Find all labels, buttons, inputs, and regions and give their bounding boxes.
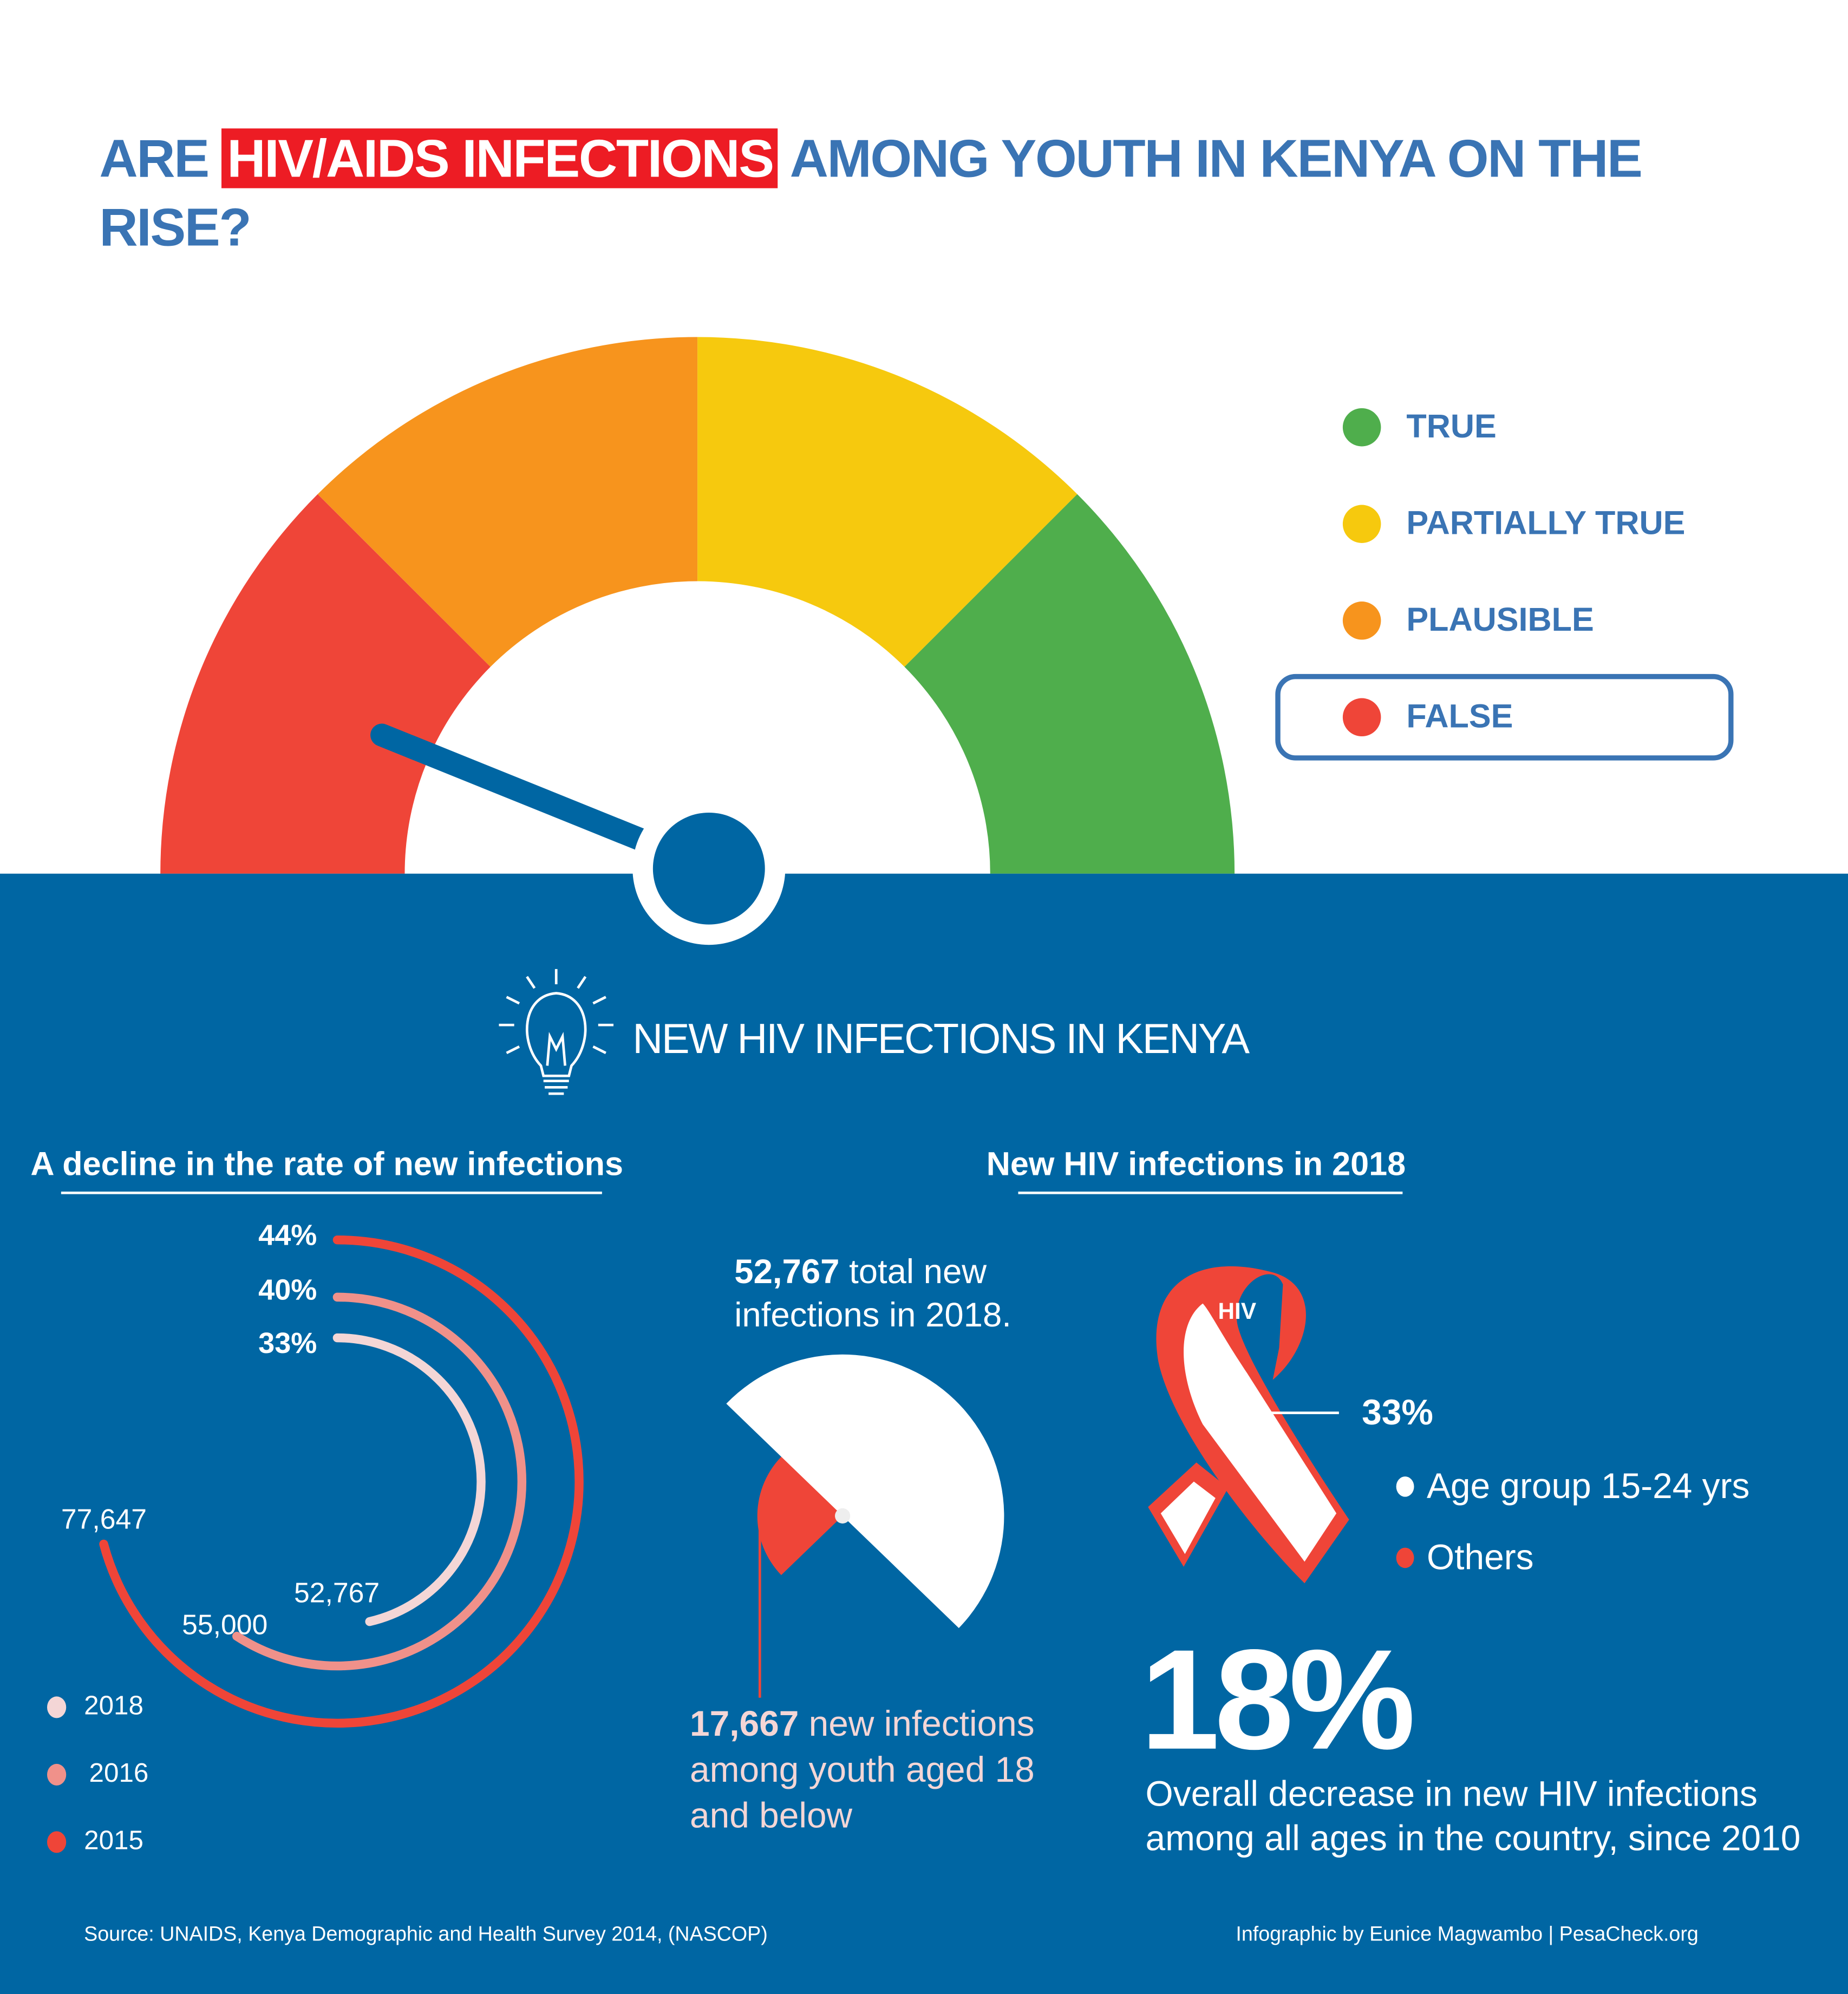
gauge-segment-partially-true (697, 337, 1078, 667)
arc-2016 (232, 1292, 526, 1671)
title-highlight: HIV/AIDS INFECTIONS (221, 128, 779, 188)
value-2016: 55,000 (182, 1609, 268, 1641)
decline-heading: A decline in the rate of new infections (30, 1145, 624, 1183)
dot-icon (47, 1696, 67, 1718)
overall-percent: 18% (1140, 1620, 1415, 1780)
page-title: ARE HIV/AIDS INFECTIONS AMONG YOUTH IN K… (99, 128, 1643, 257)
pie-slice-others (726, 1354, 1004, 1629)
legend-partially-true: PARTIALLY TRUE (1342, 504, 1685, 543)
source-text: Source: UNAIDS, Kenya Demographic and He… (84, 1924, 768, 1946)
arc-2015 (99, 1235, 584, 1728)
credit-text: Infographic by Eunice Magwambo | PesaChe… (1236, 1924, 1699, 1946)
dot-icon (47, 1830, 67, 1853)
gauge-segment-true (904, 494, 1235, 874)
infections-2018-underline (1018, 1191, 1403, 1194)
legend-age-group: Age group 15-24 yrs (1396, 1466, 1749, 1507)
legend-false: FALSE (1342, 697, 1513, 736)
decline-underline (61, 1191, 602, 1194)
infections-2018-heading: New HIV infections in 2018 (986, 1145, 1406, 1183)
selected-verdict-box (1275, 674, 1734, 761)
percent-2018: 33% (258, 1326, 317, 1359)
ribbon-percent: 33% (1362, 1392, 1433, 1432)
pie-center (834, 1508, 851, 1524)
year-legend-2016: 2016 (47, 1759, 148, 1789)
orange-dot-icon (1342, 600, 1381, 639)
value-2015: 77,647 (61, 1503, 147, 1535)
hiv-ribbon-icon: HIV (1148, 1266, 1349, 1584)
legend-others: Others (1396, 1538, 1534, 1578)
percent-2016: 40% (258, 1273, 317, 1306)
percent-2015: 44% (258, 1218, 317, 1252)
year-legend-2018: 2018 (47, 1691, 143, 1722)
ribbon-label: HIV (1218, 1298, 1257, 1324)
legend-true: TRUE (1342, 407, 1497, 447)
dot-icon (47, 1763, 67, 1785)
green-dot-icon (1342, 407, 1381, 446)
white-dot-icon (1396, 1476, 1414, 1497)
yellow-dot-icon (1342, 504, 1381, 542)
red-dot-icon (1342, 697, 1381, 736)
value-2018: 52,767 (293, 1577, 380, 1609)
overall-text: Overall decrease in new HIV infections a… (1145, 1774, 1801, 1858)
section-title: NEW HIV INFECTIONS IN KENYA (632, 1015, 1250, 1062)
gauge-needle (370, 723, 786, 945)
gauge-segment-false (160, 494, 491, 874)
gauge-segment-plausible (317, 337, 698, 667)
youth-infections-text: 17,667 new infections among youth aged 1… (690, 1704, 1035, 1835)
legend-plausible: PLAUSIBLE (1342, 600, 1594, 640)
red-dot-icon (1396, 1547, 1414, 1568)
arc-2018 (332, 1333, 486, 1626)
year-legend-2015: 2015 (47, 1826, 143, 1856)
lightbulb-icon (499, 969, 613, 1095)
total-infections-text: 52,767 total new infections in 2018. (734, 1252, 1011, 1334)
